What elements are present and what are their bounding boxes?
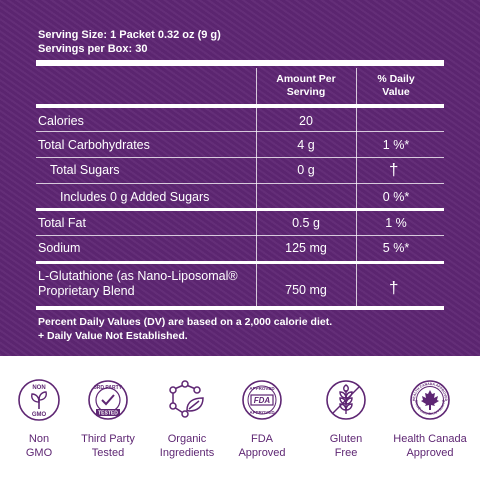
column-divider-amount xyxy=(256,68,257,308)
third-party-tested-icon: 3RD PARTY TESTED xyxy=(88,380,128,420)
row-total-fat: Total Fat 0.5 g 1 % xyxy=(38,216,407,230)
badge-health-canada: HEALTH CANADA APPROVED SANTÉ CANADA APPR… xyxy=(383,378,477,460)
row-added-sugars: Includes 0 g Added Sugars 0 %* xyxy=(60,190,410,204)
row-divider xyxy=(36,157,444,158)
section-thick-rule xyxy=(36,261,444,264)
badge-label: Health Canada Approved xyxy=(393,433,467,459)
servings-per-box: Servings per Box: 30 xyxy=(38,43,148,55)
row-divider xyxy=(36,183,444,184)
badge-third-party: 3RD PARTY TESTED Third Party Tested xyxy=(68,378,148,460)
dagger-mark: † xyxy=(389,160,399,179)
row-calories: Calories 20 xyxy=(38,114,313,128)
section-thick-rule xyxy=(36,208,444,211)
row-sodium: Sodium 125 mg 5 %* xyxy=(38,241,410,255)
top-thick-rule xyxy=(36,60,444,66)
gluten-free-wheat-icon xyxy=(326,380,366,420)
row-total-carbohydrates: Total Carbohydrates 4 g 1 %* xyxy=(38,138,410,152)
header-thick-rule xyxy=(36,104,444,108)
svg-text:FDA: FDA xyxy=(254,396,271,405)
badge-non-gmo: NON GMO Non GMO xyxy=(0,378,79,460)
dagger-mark: † xyxy=(389,278,399,297)
badge-label: FDA Approved xyxy=(238,433,286,459)
badge-label: Non GMO xyxy=(25,433,53,459)
row-divider xyxy=(36,235,444,236)
badge-fda: APPROVED FDA APPROVED FDA Approved xyxy=(222,378,302,460)
health-canada-maple-leaf-icon: HEALTH CANADA APPROVED SANTÉ CANADA APPR… xyxy=(410,380,450,420)
svg-text:APPROVED: APPROVED xyxy=(249,386,275,391)
glutathione-amount: 750 mg xyxy=(285,283,327,297)
svg-text:TESTED: TESTED xyxy=(98,411,118,417)
nutrition-facts-panel: Serving Size: 1 Packet 0.32 oz (9 g) Ser… xyxy=(0,0,480,356)
daily-value-header: % Daily Value xyxy=(377,73,415,98)
svg-text:APPROVED: APPROVED xyxy=(249,410,275,415)
badge-gluten-free: Gluten Free xyxy=(306,378,386,460)
svg-text:3RD PARTY: 3RD PARTY xyxy=(94,385,123,391)
svg-text:NON: NON xyxy=(32,385,45,391)
badge-label: Organic Ingredients xyxy=(159,433,215,459)
fda-approved-icon: APPROVED FDA APPROVED xyxy=(242,380,282,420)
badge-label: Gluten Free xyxy=(329,433,363,459)
column-divider-dv xyxy=(356,68,357,308)
organic-molecule-leaf-icon xyxy=(169,380,204,418)
footnotes: Percent Daily Values (DV) are based on a… xyxy=(38,316,333,342)
badge-organic: Organic Ingredients xyxy=(147,378,227,460)
row-total-sugars: Total Sugars 0 g † xyxy=(50,160,399,179)
svg-text:GMO: GMO xyxy=(32,412,47,418)
glutathione-name: L-Glutathione (as Nano-Liposomal® Propri… xyxy=(38,269,238,298)
row-divider xyxy=(36,131,444,132)
bottom-thick-rule xyxy=(36,306,444,310)
serving-size: Serving Size: 1 Packet 0.32 oz (9 g) xyxy=(38,29,221,41)
serving-info: Serving Size: 1 Packet 0.32 oz (9 g) Ser… xyxy=(38,28,221,56)
non-gmo-icon: NON GMO xyxy=(18,379,60,421)
badge-label: Third Party Tested xyxy=(81,433,135,459)
amount-per-serving-header: Amount Per Serving xyxy=(276,73,336,98)
